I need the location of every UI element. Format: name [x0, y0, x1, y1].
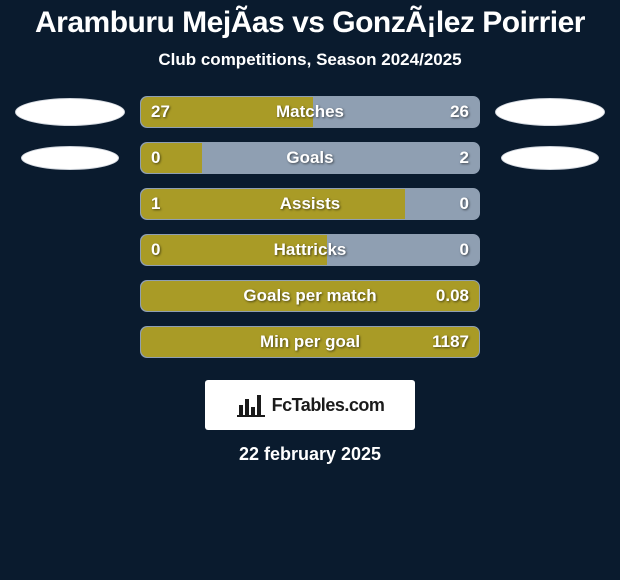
- stat-value-left: 0: [151, 240, 160, 260]
- stat-label: Hattricks: [141, 240, 479, 260]
- stat-bar: Min per goal1187: [140, 326, 480, 358]
- stat-value-right: 0: [460, 240, 469, 260]
- stat-row: Goals per match0.08: [0, 280, 620, 312]
- stat-label: Matches: [141, 102, 479, 122]
- left-ellipse-slot: [0, 146, 140, 170]
- stat-bar: Matches27 26: [140, 96, 480, 128]
- stat-bar: Goals0 2: [140, 142, 480, 174]
- fctables-logo: FcTables.com: [205, 380, 415, 430]
- stat-row: Goals0 2: [0, 142, 620, 174]
- stat-row: Assists1 0: [0, 188, 620, 220]
- page-title: Aramburu MejÃ­as vs GonzÃ¡lez Poirrier: [0, 0, 620, 40]
- stat-bar: Hattricks0 0: [140, 234, 480, 266]
- player-right-ellipse: [501, 146, 599, 170]
- left-ellipse-slot: [0, 98, 140, 126]
- stat-value-left: 0: [151, 148, 160, 168]
- stat-value-right: 0.08: [436, 286, 469, 306]
- stat-bar: Assists1 0: [140, 188, 480, 220]
- stat-value-right: 1187: [432, 332, 469, 352]
- right-ellipse-slot: [480, 146, 620, 170]
- stat-label: Goals: [141, 148, 479, 168]
- chart-bars-icon: [236, 393, 266, 417]
- stat-value-right: 26: [450, 102, 469, 122]
- stat-row: Min per goal1187: [0, 326, 620, 358]
- stat-label: Assists: [141, 194, 479, 214]
- player-left-ellipse: [15, 98, 125, 126]
- player-left-ellipse: [21, 146, 119, 170]
- stat-row: Matches27 26: [0, 96, 620, 128]
- footer-date: 22 february 2025: [0, 444, 620, 465]
- stat-value-left: 1: [151, 194, 160, 214]
- player-right-ellipse: [495, 98, 605, 126]
- logo-text: FcTables.com: [272, 395, 385, 416]
- stat-label: Min per goal: [141, 332, 479, 352]
- right-ellipse-slot: [480, 98, 620, 126]
- stat-value-left: 27: [151, 102, 170, 122]
- stat-value-right: 0: [460, 194, 469, 214]
- stat-row: Hattricks0 0: [0, 234, 620, 266]
- stat-value-right: 2: [460, 148, 469, 168]
- page-subtitle: Club competitions, Season 2024/2025: [0, 50, 620, 70]
- stat-label: Goals per match: [141, 286, 479, 306]
- stats-block: Matches2726Goals02Assists10Hattricks00Go…: [0, 96, 620, 358]
- stat-bar: Goals per match0.08: [140, 280, 480, 312]
